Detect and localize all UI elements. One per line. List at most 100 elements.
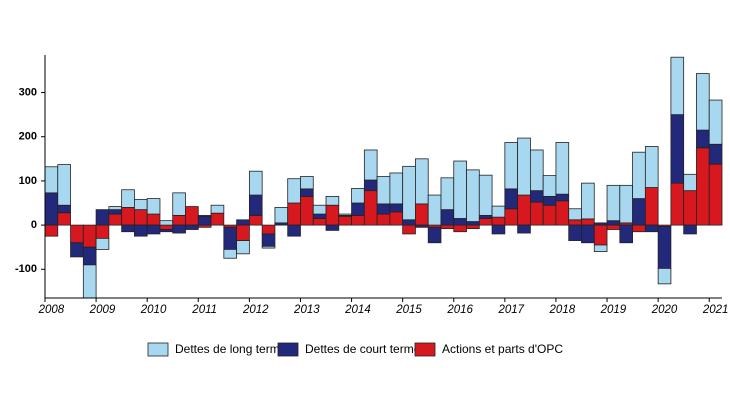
bar-segment [108, 209, 123, 215]
bar-segment [696, 129, 710, 149]
bar-segment [529, 190, 544, 203]
bar-segment [453, 224, 467, 233]
bar-segment [134, 199, 148, 211]
bar-segment [529, 149, 544, 192]
bar-segment [197, 214, 212, 217]
x-tick-label: 2009 [89, 304, 116, 316]
bar-segment [312, 218, 327, 226]
bar-segment [466, 169, 480, 222]
bar-segment [619, 184, 633, 224]
bar-segment [363, 179, 378, 192]
bar-segment [121, 189, 135, 208]
bar-segment [542, 204, 557, 226]
bar-segment [581, 182, 595, 220]
bar-segment [121, 224, 135, 233]
bar-segment [159, 224, 174, 230]
bar-segment [57, 164, 71, 206]
x-tick-label: 2010 [140, 304, 167, 316]
bar-segment [363, 149, 378, 181]
bar-segment [389, 172, 404, 205]
bar-segment [95, 209, 110, 226]
x-tick-label: 2013 [293, 304, 320, 316]
bar-segment [542, 195, 557, 206]
legend-swatch [147, 342, 169, 357]
bar-segment [415, 158, 429, 205]
bar-segment [708, 143, 723, 165]
bar-segment [478, 214, 493, 219]
bar-segment [159, 229, 174, 233]
bar-segment [440, 224, 455, 230]
bar-segment [657, 267, 672, 285]
bar-segment [338, 215, 352, 226]
bar-segment [146, 213, 161, 226]
bar-segment [683, 224, 697, 235]
bar-segment [670, 56, 685, 116]
bar-segment [121, 207, 135, 226]
bar-segment [491, 216, 506, 226]
bar-segment [606, 184, 621, 222]
bar-segment [159, 220, 174, 226]
bar-segment [300, 195, 314, 226]
bar-segment [440, 209, 455, 226]
bar-segment [376, 176, 391, 205]
bar-segment [478, 218, 493, 226]
bar-segment [210, 204, 225, 214]
bar-segment [300, 188, 314, 197]
x-tick-label: 2021 [702, 304, 729, 316]
bar-segment [146, 198, 161, 215]
bar-segment [210, 212, 225, 226]
bar-segment [287, 224, 301, 237]
bar-segment [683, 173, 697, 192]
y-tick-label: 100 [19, 175, 37, 187]
bar-segment [70, 242, 84, 258]
bar-segment [491, 224, 506, 235]
bar-segment [696, 73, 710, 131]
bar-segment [146, 224, 161, 235]
bar-segment [440, 177, 455, 211]
x-tick-label: 2019 [600, 304, 627, 316]
bar-segment [593, 222, 608, 226]
bar-segment [287, 178, 301, 204]
bar-segment [466, 224, 480, 230]
bar-segment [644, 187, 659, 226]
legend-label: Dettes de long terme [175, 342, 287, 356]
bar-segment [593, 224, 608, 246]
x-tick-label: 2011 [191, 304, 217, 316]
bar-segment [223, 226, 238, 250]
bar-segment [606, 224, 621, 230]
bar-segment [338, 213, 352, 216]
bar-segment [402, 165, 416, 221]
bar-segment [82, 224, 97, 248]
bar-segment [389, 203, 404, 213]
bar-segment [261, 245, 276, 249]
bar-segment [593, 244, 608, 253]
bar-segment [529, 201, 544, 226]
x-tick-label: 2016 [446, 304, 473, 316]
bar-segment [517, 194, 531, 226]
bar-segment [351, 214, 365, 226]
x-tick-label: 2012 [242, 304, 269, 316]
bar-segment [172, 224, 186, 234]
bar-segment [644, 146, 659, 188]
bar-segment [376, 213, 391, 226]
y-tick-label: 0 [31, 219, 37, 231]
bar-segment [248, 194, 263, 216]
bar-segment [415, 224, 429, 228]
bar-segment [274, 207, 289, 224]
bar-segment [542, 175, 557, 197]
legend-label: Actions et parts d'OPC [442, 342, 563, 356]
legend-swatch [277, 342, 299, 357]
bar-segment [325, 204, 340, 226]
bar-segment [70, 224, 84, 244]
bar-segment [568, 219, 582, 226]
bar-segment [185, 224, 199, 230]
bar-segment [478, 174, 493, 216]
bar-segment [504, 188, 519, 210]
bar-segment [555, 200, 570, 226]
bar-segment [376, 203, 391, 215]
bar-segment [325, 195, 340, 206]
bar-segment [466, 221, 480, 226]
bar-segment [261, 233, 276, 247]
bar-segment [172, 192, 186, 216]
bar-segment [568, 224, 582, 241]
